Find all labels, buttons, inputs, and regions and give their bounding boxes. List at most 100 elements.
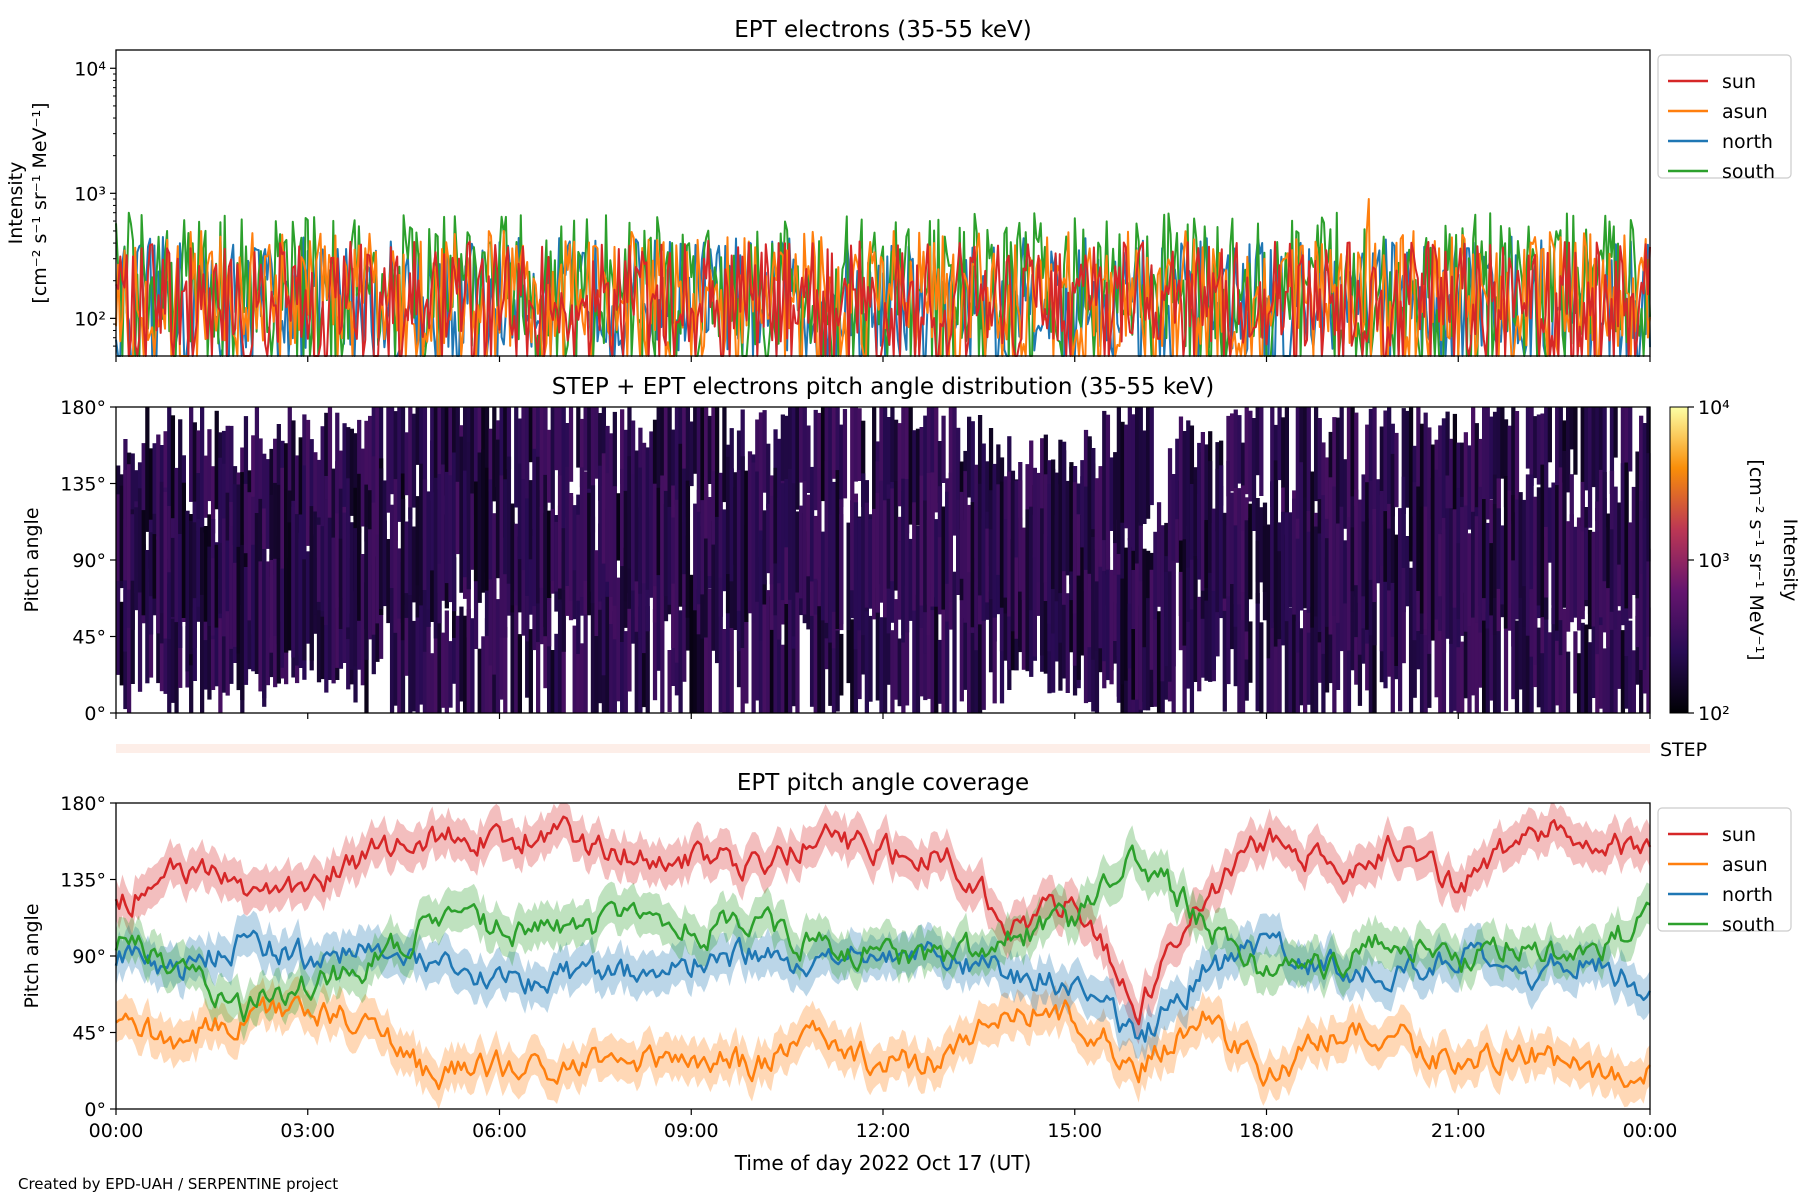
heatmap-cell — [1481, 613, 1487, 713]
heatmap-cell — [620, 409, 625, 485]
heatmap-cell — [656, 524, 661, 671]
heatmap-cell — [1419, 570, 1425, 713]
heatmap-cell — [1434, 469, 1439, 620]
x-tick-label: 21:00 — [1431, 1120, 1486, 1142]
heatmap-cell — [660, 475, 665, 630]
heatmap-cell — [1029, 506, 1034, 611]
heatmap-cell — [835, 407, 840, 532]
heatmap-cell — [1178, 416, 1184, 541]
heatmap-cell — [1646, 607, 1651, 713]
heatmap-cell — [667, 650, 672, 712]
heatmap-cell — [1587, 407, 1593, 528]
heatmap-cell — [645, 606, 650, 713]
heatmap-cell — [908, 407, 913, 525]
coverage-y-ticks: 0° 45° 90° 135° 180° — [60, 793, 116, 1121]
heatmap-cell — [809, 550, 815, 616]
heatmap-cell — [875, 492, 880, 613]
heatmap-cell — [331, 537, 336, 665]
heatmap-cell — [316, 524, 322, 602]
heatmap-cell — [780, 414, 785, 490]
heatmap-cell — [926, 519, 932, 635]
heatmap-cell — [517, 463, 523, 560]
heatmap-cell — [1639, 518, 1644, 670]
heatmap-cell — [1102, 410, 1107, 541]
heatmap-cell — [342, 512, 347, 663]
heatmap-cell — [740, 627, 745, 713]
heatmap-cell — [740, 456, 745, 581]
heatmap-cell — [408, 407, 413, 519]
heatmap-cell — [251, 544, 256, 672]
heatmap-cell — [561, 551, 566, 652]
heatmap-cell — [499, 475, 504, 618]
heatmap-cell — [689, 421, 694, 487]
heatmap-cell — [1365, 482, 1370, 630]
heatmap-cell — [1167, 448, 1173, 572]
heatmap-cell — [200, 527, 205, 595]
heatmap-cell — [499, 607, 504, 700]
heatmap-cell — [1500, 525, 1505, 605]
heatmap-cell — [755, 596, 760, 701]
heatmap-cell — [835, 470, 840, 629]
heatmap-cell — [225, 591, 230, 696]
heatmap-cell — [1021, 527, 1027, 600]
heatmap-cell — [554, 407, 559, 471]
colorbar-tick-label: 10³ — [1698, 550, 1730, 572]
heatmap-cell — [1233, 525, 1238, 627]
heatmap-cell — [1233, 607, 1238, 687]
heatmap-cell — [850, 407, 855, 536]
heatmap-cell — [773, 467, 778, 564]
heatmap-cell — [528, 407, 533, 463]
colorbar-label-line1: Intensity — [1779, 519, 1800, 602]
heatmap-cell — [1098, 466, 1103, 567]
heatmap-cell — [557, 475, 563, 589]
heatmap-cell — [210, 558, 216, 636]
heatmap-cell — [930, 407, 935, 513]
heatmap-cell — [550, 650, 555, 713]
heatmap-cell — [700, 407, 705, 514]
heatmap-cell — [784, 415, 789, 494]
heatmap-cell — [386, 407, 391, 513]
heatmap-cell — [897, 638, 902, 707]
heatmap-cell — [506, 456, 512, 584]
heatmap-cell — [693, 583, 698, 713]
heatmap-cell — [119, 485, 124, 581]
heatmap-cell — [1576, 517, 1582, 631]
heatmap-cell — [883, 500, 888, 618]
heatmap-cell — [459, 606, 464, 702]
coverage-legend-label-asun: asun — [1722, 854, 1768, 876]
heatmap-cell — [612, 611, 617, 713]
heatmap-cell — [338, 450, 344, 524]
heatmap-cell — [1237, 488, 1242, 582]
heatmap-cell — [945, 491, 950, 584]
heatmap-cell — [1335, 589, 1341, 690]
heatmap-cell — [1441, 517, 1447, 653]
heatmap-cell — [1573, 407, 1578, 475]
heatmap-cell — [284, 489, 289, 653]
heatmap-cell — [415, 611, 420, 713]
heatmap-cell — [1624, 462, 1629, 609]
heatmap-cell — [1193, 556, 1198, 682]
heatmap-cell — [1306, 407, 1311, 552]
heatmap-cell — [305, 419, 311, 546]
heatmap-cell — [1032, 467, 1037, 558]
heatmap-cell — [718, 472, 723, 578]
x-tick-label: 18:00 — [1239, 1120, 1294, 1142]
heatmap-cell — [1566, 521, 1571, 632]
heatmap-cell — [116, 494, 121, 581]
heatmap-cell — [309, 439, 314, 526]
heatmap-cell — [1642, 423, 1647, 540]
heatmap-cell — [408, 594, 413, 713]
heatmap-cell — [755, 419, 760, 496]
heatmap-cell — [1036, 501, 1041, 583]
heatmap-cell — [674, 499, 680, 663]
heatmap-cell — [1259, 622, 1264, 713]
heatmap-cell — [525, 566, 530, 642]
intensity-ylabel-line2: [cm⁻² s⁻¹ sr⁻¹ MeV⁻¹] — [29, 102, 51, 303]
heatmap-cell — [828, 407, 833, 513]
heatmap-cell — [126, 464, 132, 590]
heatmap-cell — [408, 507, 413, 595]
heatmap-cell — [572, 505, 577, 571]
heatmap-cell — [1357, 610, 1363, 706]
heatmap-cell — [137, 488, 143, 593]
heatmap-cell — [1313, 584, 1319, 713]
